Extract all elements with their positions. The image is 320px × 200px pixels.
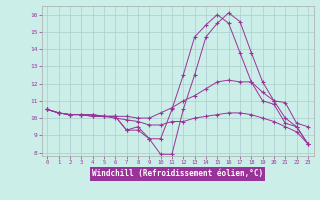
X-axis label: Windchill (Refroidissement éolien,°C): Windchill (Refroidissement éolien,°C): [92, 169, 263, 178]
